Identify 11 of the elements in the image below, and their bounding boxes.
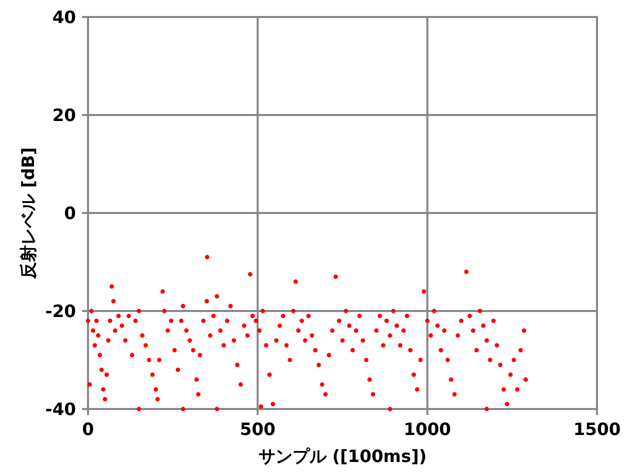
x-tick-label: 1500: [573, 420, 621, 440]
x-tick-label: 500: [240, 420, 276, 440]
x-tick-label: 1000: [404, 420, 452, 440]
y-tick-label: -40: [45, 400, 76, 420]
x-tick-label: 0: [82, 420, 94, 440]
x-axis-title: サンプル ([100ms]): [258, 447, 427, 467]
y-tick-label: 0: [64, 204, 76, 224]
y-tick-label: 20: [52, 106, 76, 126]
y-axis-title: 反射レベル [dB]: [19, 147, 39, 280]
y-tick-label: 40: [52, 8, 76, 28]
y-tick-label: -20: [45, 302, 76, 322]
